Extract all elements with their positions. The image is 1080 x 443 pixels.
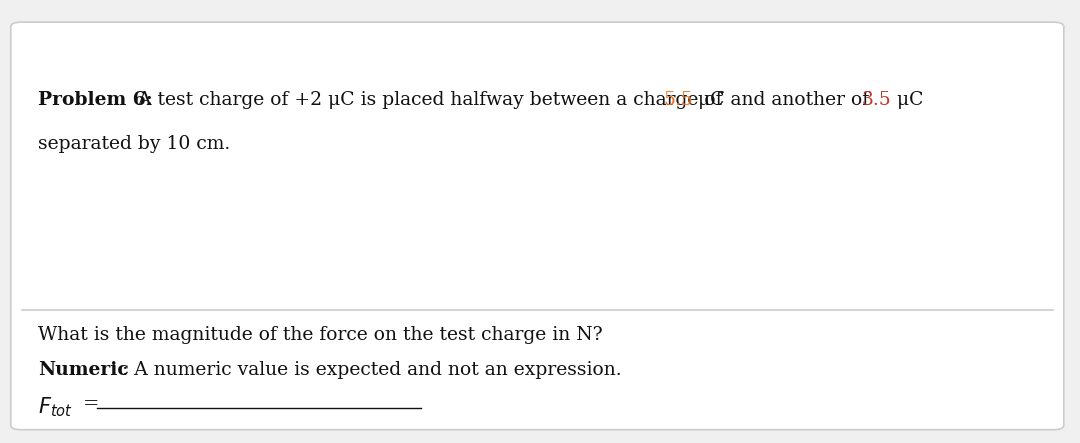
Text: $\mathit{F}_{tot}$: $\mathit{F}_{tot}$ <box>38 395 72 419</box>
Text: μC: μC <box>891 91 923 109</box>
Text: Problem 6:: Problem 6: <box>38 91 152 109</box>
Text: 5.5: 5.5 <box>663 91 693 109</box>
Text: separated by 10 cm.: separated by 10 cm. <box>38 135 230 153</box>
Text: What is the magnitude of the force on the test charge in N?: What is the magnitude of the force on th… <box>38 326 603 344</box>
Text: μC and another of: μC and another of <box>692 91 876 109</box>
FancyBboxPatch shape <box>11 22 1064 430</box>
Text: =: = <box>83 395 99 413</box>
Text: 3.5: 3.5 <box>862 91 892 109</box>
Text: : A numeric value is expected and not an expression.: : A numeric value is expected and not an… <box>110 361 622 379</box>
Text: Numeric: Numeric <box>38 361 129 379</box>
Text: A test charge of +2 μC is placed halfway between a charge of: A test charge of +2 μC is placed halfway… <box>126 91 729 109</box>
